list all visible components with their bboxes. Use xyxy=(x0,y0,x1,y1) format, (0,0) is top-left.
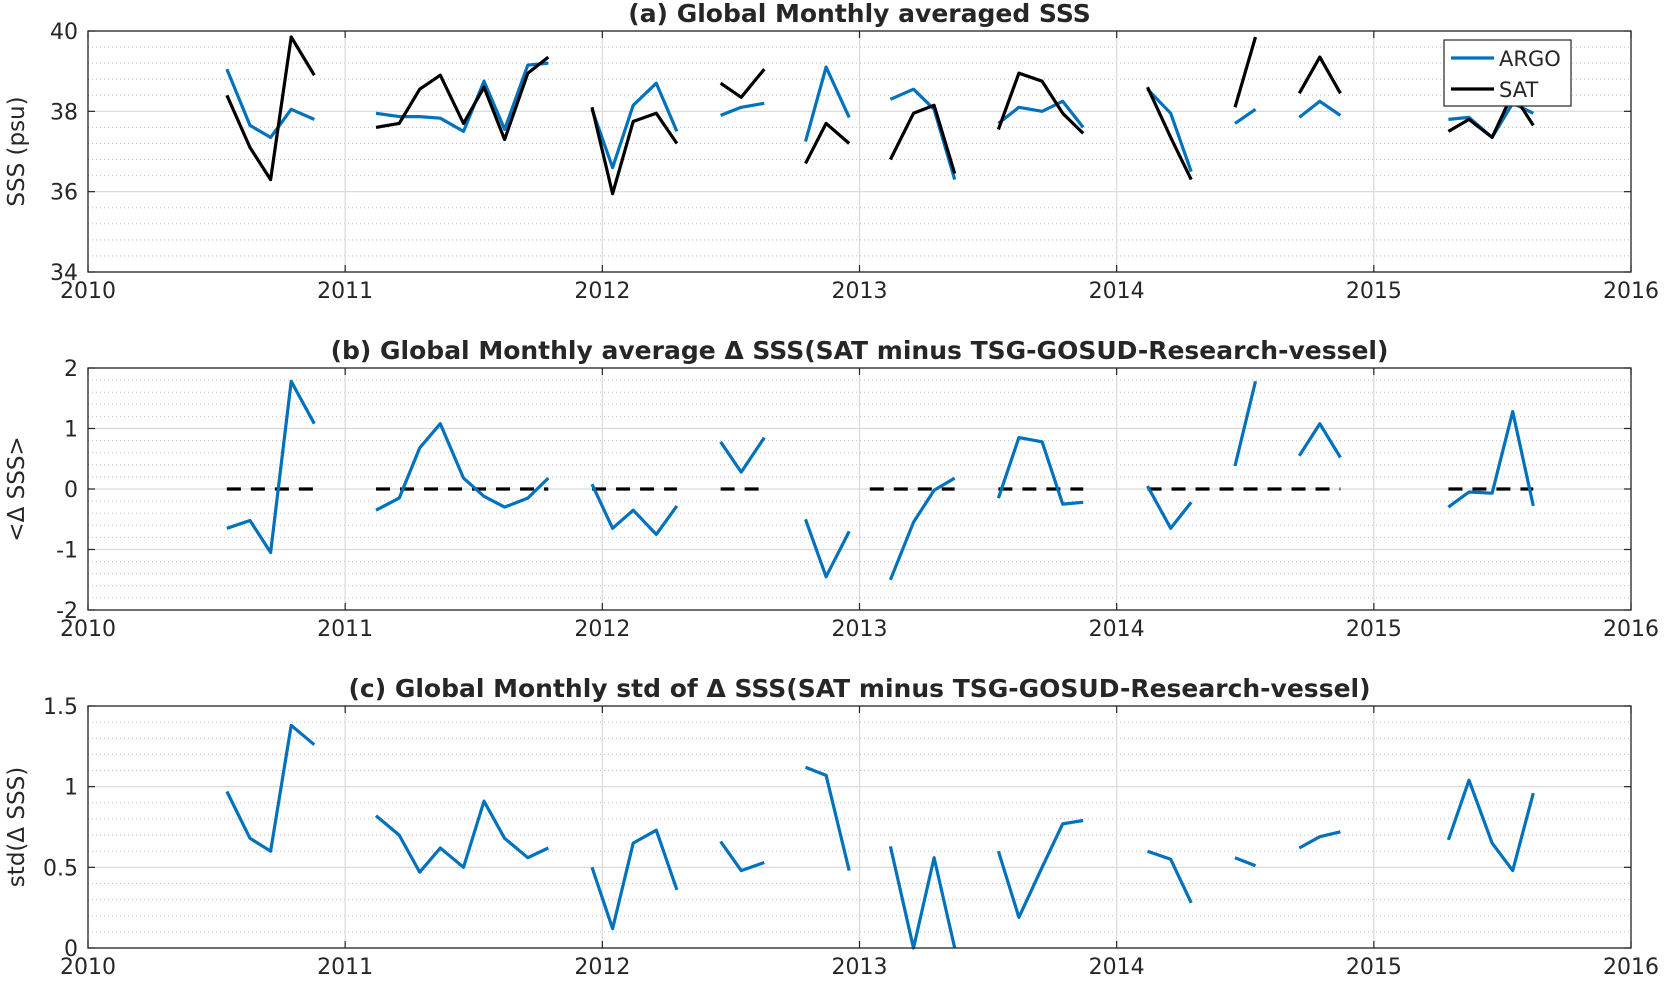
x-tick-label: 2016 xyxy=(1603,617,1659,642)
x-tick-label: 2010 xyxy=(60,617,116,642)
y-tick-label: 36 xyxy=(50,181,78,206)
legend-label-sat: SAT xyxy=(1499,78,1538,102)
chart-title: (b) Global Monthly average Δ SSS(SAT min… xyxy=(331,336,1389,365)
y-tick-label: 34 xyxy=(50,261,78,286)
series-1-line-segment-1 xyxy=(225,723,316,853)
y-tick-label: -2 xyxy=(56,599,78,624)
sat-line-segment-10 xyxy=(1297,55,1342,95)
y-tick-label: 40 xyxy=(50,20,78,45)
x-tick-label: 2012 xyxy=(574,279,630,304)
legend: ARGO SAT xyxy=(1443,39,1572,107)
x-tick-label: 2013 xyxy=(832,617,888,642)
x-tick-label: 2010 xyxy=(60,279,116,304)
x-tick-label: 2010 xyxy=(60,955,116,980)
argo-line-segment-4 xyxy=(720,101,765,117)
legend-box xyxy=(1443,39,1572,107)
y-tick-label: -1 xyxy=(56,539,78,564)
sat-line-segment-9 xyxy=(1233,36,1258,108)
x-tick-label: 2011 xyxy=(317,617,373,642)
argo-line-segment-9 xyxy=(1234,107,1257,125)
x-tick-label: 2015 xyxy=(1346,955,1402,980)
series-1-line-segment-10 xyxy=(1297,422,1342,459)
sat-line-segment-3 xyxy=(590,106,679,196)
x-tick-label: 2013 xyxy=(832,279,888,304)
sat-line-segment-2 xyxy=(375,55,550,142)
series-1-line-segment-3 xyxy=(590,483,679,537)
x-tick-label: 2015 xyxy=(1346,279,1402,304)
series-1-line-segment-7 xyxy=(996,436,1084,506)
series-1-line-segment-8 xyxy=(1146,849,1193,904)
chart-title: (c) Global Monthly std of Δ SSS(SAT minu… xyxy=(348,674,1370,703)
x-tick-label: 2014 xyxy=(1089,617,1145,642)
series-1-line-segment-2 xyxy=(375,422,550,512)
x-tick-label: 2012 xyxy=(574,955,630,980)
argo-line-segment-2 xyxy=(375,61,549,133)
series-1-line-segment-5 xyxy=(803,518,851,579)
series-1-line-segment-4 xyxy=(719,840,765,873)
series-1-line-segment-5 xyxy=(804,765,851,871)
x-tick-label: 2014 xyxy=(1089,279,1145,304)
argo-line-segment-5 xyxy=(803,65,851,142)
series-1-line-segment-9 xyxy=(1234,856,1257,868)
chart-title: (a) Global Monthly averaged SSS xyxy=(628,0,1090,28)
y-tick-label: 0 xyxy=(64,478,78,503)
sat-line-segment-1 xyxy=(225,35,316,182)
y-tick-label: 1 xyxy=(64,418,78,443)
y-tick-label: 2 xyxy=(64,357,78,382)
x-tick-label: 2014 xyxy=(1089,955,1145,980)
series-1-line-segment-4 xyxy=(719,436,766,474)
series-1-line-segment-2 xyxy=(374,799,549,874)
series-1-line-segment-7 xyxy=(996,818,1084,919)
sat-line-segment-6 xyxy=(888,103,957,175)
series-1-line-segment-8 xyxy=(1146,485,1193,530)
x-tick-label: 2015 xyxy=(1346,617,1402,642)
argo-line-segment-3 xyxy=(590,81,679,170)
chart-panel-c: 2010 2011 2012 2013 2014 2015 2016 0 0.5 1 1.5 (c) … xyxy=(4,674,1659,980)
series-1-line-segment-11 xyxy=(1446,778,1535,873)
y-tick-label: 1.5 xyxy=(43,695,78,720)
chart-panel-b: 2010 2011 2012 2013 2014 2015 2016 -2 -1 0 1 2 (b) G… xyxy=(4,336,1659,642)
series-1-line-segment-1 xyxy=(226,379,316,555)
argo-line-segment-10 xyxy=(1298,99,1342,119)
sat-line-segment-7 xyxy=(996,71,1085,135)
x-tick-label: 2016 xyxy=(1603,279,1659,304)
sat-line-segment-8 xyxy=(1146,86,1193,181)
argo-line-segment-7 xyxy=(997,99,1085,129)
y-tick-label: 0.5 xyxy=(43,856,78,881)
series-1-line-segment-6 xyxy=(888,846,957,950)
sat-line-segment-4 xyxy=(719,68,766,99)
x-tick-label: 2016 xyxy=(1603,955,1659,980)
argo-line-segment-8 xyxy=(1146,88,1193,173)
legend-label-argo: ARGO xyxy=(1499,47,1561,71)
y-axis-label: std(Δ SSS) xyxy=(4,767,30,887)
x-tick-label: 2013 xyxy=(832,955,888,980)
series-1-line-segment-11 xyxy=(1447,410,1535,509)
series-1-line-segment-3 xyxy=(590,828,679,931)
argo-line-segment-1 xyxy=(225,68,315,139)
y-axis-label: <Δ SSS> xyxy=(4,436,30,541)
y-tick-label: 1 xyxy=(64,776,78,801)
chart-panel-a: 2010 2011 2012 2013 2014 2015 2016 34 36 38 40 (a) … xyxy=(4,0,1659,304)
y-tick-label: 0 xyxy=(64,937,78,962)
y-axis-label: SSS (psu) xyxy=(4,96,30,206)
series-1-line-segment-10 xyxy=(1298,830,1341,850)
y-tick-label: 38 xyxy=(50,100,78,125)
series-1-line-segment-6 xyxy=(888,476,956,581)
x-tick-label: 2011 xyxy=(317,955,373,980)
series-1-line-segment-9 xyxy=(1233,380,1258,467)
x-tick-label: 2012 xyxy=(574,617,630,642)
sat-line-segment-5 xyxy=(804,121,851,165)
x-tick-label: 2011 xyxy=(317,279,373,304)
